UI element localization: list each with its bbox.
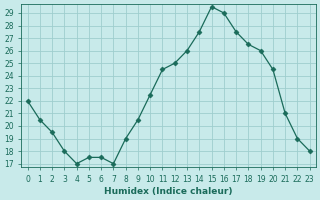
X-axis label: Humidex (Indice chaleur): Humidex (Indice chaleur)	[104, 187, 233, 196]
